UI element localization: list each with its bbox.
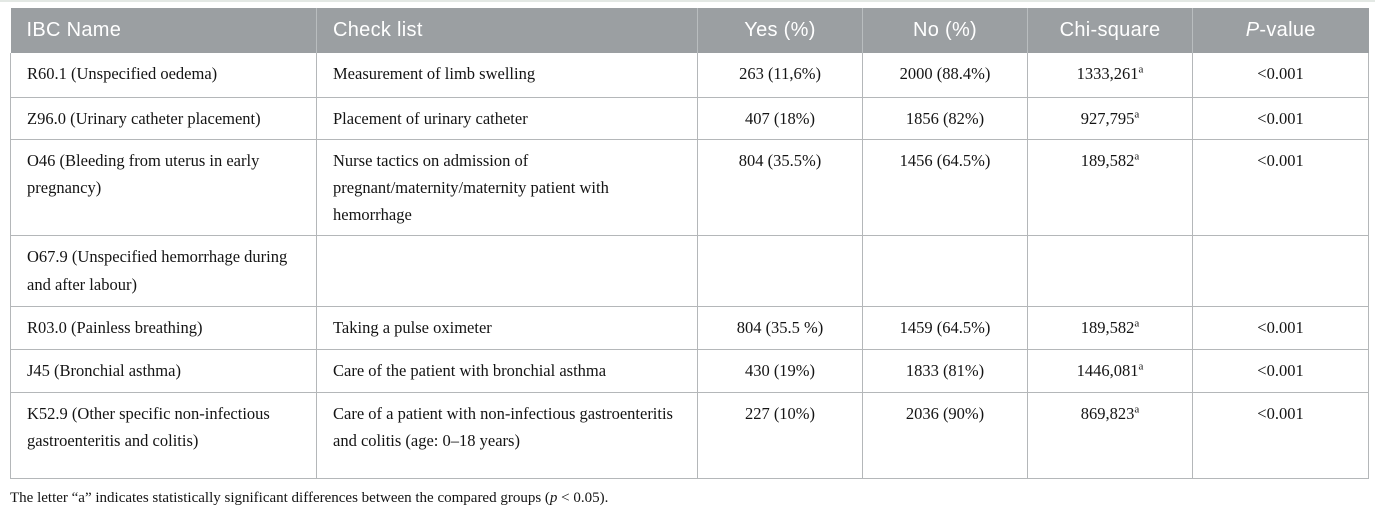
- table-row: O46 (Bleeding from uterus in early pregn…: [10, 138, 1369, 237]
- ibc-name-cell: O46 (Bleeding from uterus in early pregn…: [10, 138, 317, 237]
- check-list-cell: Care of the patient with bronchial asthm…: [316, 348, 698, 393]
- yes-cell: 407 (18%): [697, 96, 863, 140]
- chi-square-cell: 1446,081a: [1027, 348, 1193, 393]
- p-value-cell: <0.001: [1192, 306, 1369, 350]
- no-cell: 1856 (82%): [862, 96, 1028, 140]
- ibc-name-cell: R60.1 (Unspecified oedema): [10, 53, 317, 98]
- check-list-cell: Taking a pulse oximeter: [316, 306, 698, 350]
- ibc-name-cell: R03.0 (Painless breathing): [10, 306, 317, 350]
- p-value-cell: <0.001: [1192, 96, 1369, 140]
- check-list-cell: Measurement of limb swelling: [316, 53, 698, 98]
- header-row: IBC Name Check list Yes (%) No (%) Chi-squar…: [10, 8, 1369, 53]
- p-value-cell: <0.001: [1192, 391, 1369, 479]
- significance-marker: a: [1134, 317, 1140, 330]
- table-row: R60.1 (Unspecified oedema) Measurement of…: [10, 53, 1369, 98]
- column-header-chi-square: Chi-square: [1027, 8, 1193, 53]
- significance-marker: a: [1134, 108, 1140, 120]
- no-cell: 1833 (81%): [862, 348, 1028, 393]
- p-value-cell: <0.001: [1192, 348, 1369, 393]
- no-cell: 1456 (64.5%): [862, 138, 1028, 237]
- yes-cell: 263 (11,6%): [697, 53, 863, 98]
- table-row: K52.9 (Other specific non-infectious gas…: [10, 391, 1369, 479]
- ibc-name-cell: O67.9 (Unspecified hemorrhage during and…: [10, 235, 317, 308]
- p-value-cell: <0.001: [1192, 138, 1369, 237]
- yes-cell: 804 (35.5%): [697, 138, 863, 237]
- significance-marker: a: [1134, 403, 1140, 416]
- no-cell: [862, 235, 1028, 308]
- chi-square-cell: [1027, 235, 1193, 308]
- significance-marker: a: [1138, 63, 1144, 76]
- table-row: J45 (Bronchial asthma) Care of the patien…: [10, 348, 1369, 393]
- check-list-cell: [316, 235, 698, 308]
- yes-cell: 227 (10%): [697, 391, 863, 479]
- p-value-cell: <0.001: [1192, 53, 1369, 98]
- no-cell: 2036 (90%): [862, 391, 1028, 479]
- top-divider: [0, 0, 1375, 2]
- no-cell: 2000 (88.4%): [862, 53, 1028, 98]
- column-header-check-list: Check list: [316, 8, 698, 53]
- check-list-cell: Care of a patient with non-infectious ga…: [316, 391, 698, 479]
- p-value-cell: [1192, 235, 1369, 308]
- column-header-p-value: P-value: [1192, 8, 1369, 53]
- chi-square-cell: 1333,261a: [1027, 53, 1193, 98]
- significance-marker: a: [1138, 360, 1144, 373]
- column-header-ibc-name: IBC Name: [10, 8, 317, 53]
- chi-square-cell: 869,823a: [1027, 391, 1193, 479]
- chi-square-cell: 189,582a: [1027, 138, 1193, 237]
- chi-square-cell: 927,795a: [1027, 96, 1193, 140]
- significance-marker: a: [1134, 150, 1140, 163]
- footnote-suffix: < 0.05).: [557, 489, 609, 506]
- ibc-name-cell: K52.9 (Other specific non-infectious gas…: [10, 391, 317, 479]
- ibc-name-cell: Z96.0 (Urinary catheter placement): [10, 96, 317, 140]
- chi-square-cell: 189,582a: [1027, 306, 1193, 350]
- yes-cell: 430 (19%): [697, 348, 863, 393]
- column-header-italic: P: [1245, 19, 1260, 41]
- yes-cell: [697, 235, 863, 308]
- table-row: R03.0 (Painless breathing) Taking a pulse…: [10, 306, 1369, 350]
- column-header-no: No (%): [862, 8, 1028, 53]
- no-cell: 1459 (64.5%): [862, 306, 1028, 350]
- footnote-italic-p: p: [549, 489, 558, 506]
- table-row: Z96.0 (Urinary catheter placement) Placem…: [10, 96, 1369, 140]
- ibc-name-cell: J45 (Bronchial asthma): [10, 348, 317, 393]
- check-list-cell: Placement of urinary catheter: [316, 96, 698, 140]
- yes-cell: 804 (35.5 %): [697, 306, 863, 350]
- footnote-text: The letter “a” indicates statistically s…: [10, 489, 550, 506]
- check-list-cell: Nurse tactics on admission of pregnant/m…: [316, 138, 698, 237]
- column-header-yes: Yes (%): [697, 8, 863, 53]
- table-figure: IBC Name Check list Yes (%) No (%) Chi-squar…: [10, 8, 1369, 479]
- table-row: O67.9 (Unspecified hemorrhage during and…: [10, 235, 1369, 308]
- table-footnote: The letter “a” indicates statistically s…: [10, 490, 1375, 507]
- results-table: IBC Name Check list Yes (%) No (%) Chi-squar…: [10, 8, 1369, 479]
